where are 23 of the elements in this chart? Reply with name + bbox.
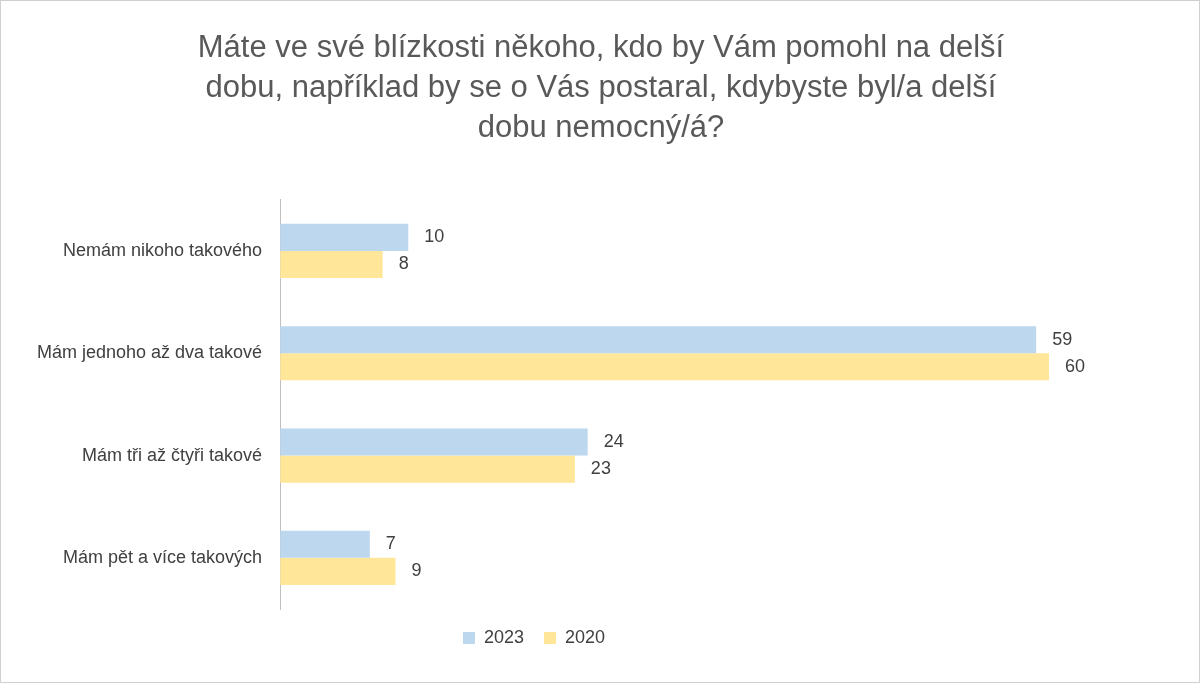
- data-label: 9: [411, 560, 422, 581]
- data-label: 23: [590, 458, 611, 479]
- bar: [280, 530, 370, 558]
- data-label: 7: [385, 533, 396, 554]
- bar: [280, 250, 383, 279]
- bar: [280, 326, 1037, 354]
- data-label: 10: [424, 226, 445, 247]
- y-tick-label: Mám tři až čtyři takové: [82, 444, 263, 465]
- chart-title: Máte ve své blízkosti někoho, kdo by Vám pomohl na delší dobu, například by se o Vás postaral, kdybyste byl/a delší dobu nemocný/á?: [196, 28, 1006, 146]
- data-label: 59: [1052, 328, 1073, 349]
- bar: [280, 223, 409, 251]
- bar: [280, 455, 575, 483]
- legend-label: 2023: [483, 626, 524, 647]
- data-label: 60: [1065, 355, 1086, 376]
- data-label: 24: [603, 430, 624, 451]
- y-tick-label: Nemám nikoho takového: [63, 239, 263, 260]
- y-tick-label: Mám jednoho až dva takové: [36, 342, 263, 363]
- bar: [280, 353, 1049, 381]
- legend-label: 2020: [565, 626, 606, 647]
- y-tick-label: Mám pět a více takových: [63, 546, 263, 567]
- bar: [280, 557, 396, 585]
- data-label: 8: [398, 253, 409, 274]
- bar: [280, 428, 588, 456]
